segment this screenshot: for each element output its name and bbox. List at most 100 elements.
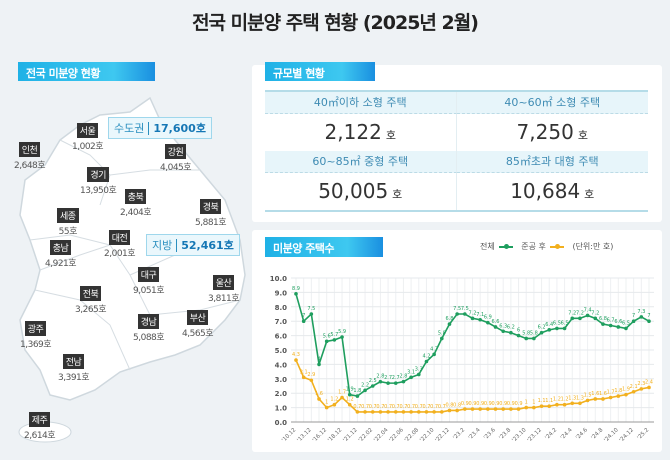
data-point — [501, 329, 505, 334]
data-label: 1 — [525, 400, 528, 406]
data-label: 1.6 — [591, 391, 599, 397]
region-name: 경북 — [199, 199, 222, 214]
size-label: 60~85㎡ 중형 주택 — [265, 151, 457, 173]
x-tick-label: '22.10 — [419, 427, 436, 444]
region-label: 전남 3,391호 — [58, 354, 90, 383]
data-label: 0.9 — [515, 401, 523, 407]
data-point — [585, 313, 590, 318]
data-label: 5.7 — [330, 332, 338, 338]
data-label: 0.7 — [392, 404, 400, 410]
data-point — [616, 325, 621, 329]
data-point — [509, 407, 513, 411]
data-point — [309, 378, 314, 383]
data-point — [532, 336, 536, 341]
data-point — [363, 410, 367, 414]
data-point — [416, 410, 421, 414]
data-point — [570, 316, 575, 321]
size-label: 40~60㎡ 소형 주택 — [456, 92, 648, 114]
data-point — [547, 404, 552, 408]
data-point — [616, 394, 621, 398]
data-label: 2.8 — [376, 374, 384, 380]
y-tick-label: 6.0 — [275, 333, 288, 341]
data-point — [493, 407, 498, 411]
region-value: 55호 — [58, 227, 78, 237]
data-label: 0.7 — [430, 404, 438, 410]
data-label: 0.7 — [407, 404, 415, 410]
data-label: 6.7 — [607, 318, 615, 324]
data-label: 2.3 — [637, 381, 645, 387]
data-label: 4.3 — [292, 352, 300, 358]
data-label: 1.6 — [599, 391, 607, 397]
x-tick-label: '22.12 — [434, 427, 450, 443]
x-tick-label: '24.4 — [560, 427, 574, 441]
x-tick-label: '25.2 — [636, 427, 650, 441]
x-tick-label: '23.4 — [468, 427, 482, 441]
provinces-callout: 지방 52,461호 — [146, 234, 240, 256]
data-point — [332, 338, 337, 342]
data-label: 6.2 — [507, 325, 515, 331]
data-label: 7.2 — [469, 310, 477, 316]
data-point — [386, 410, 390, 414]
region-label: 제주 2,614호 — [24, 412, 56, 441]
legend-completed-marker — [549, 243, 564, 249]
size-table: 40㎡이하 소형 주택 40~60㎡ 소형 주택 2,122 호 7,250 호 6… — [265, 90, 648, 212]
data-label: 0.7 — [369, 404, 377, 410]
y-tick-label: 1.0 — [275, 405, 288, 413]
data-point — [555, 326, 559, 331]
data-label: 6.5 — [561, 320, 569, 326]
y-tick-label: 10.0 — [270, 275, 287, 283]
data-point — [294, 292, 298, 296]
data-label: 8.9 — [292, 286, 300, 292]
x-tick-label: '24.10 — [603, 427, 620, 444]
region-name: 경남 — [137, 314, 160, 329]
data-label: 7 — [302, 313, 305, 319]
data-point — [547, 328, 552, 332]
data-point — [493, 325, 498, 329]
data-label: 7.2 — [568, 310, 576, 316]
data-label: 6.3 — [499, 323, 507, 329]
data-label: 7.5 — [307, 306, 315, 312]
region-label: 세종 55호 — [57, 208, 79, 237]
data-label: 6.9 — [484, 315, 492, 321]
x-tick-label: '22.06 — [388, 427, 405, 444]
data-point — [440, 336, 444, 341]
region-value: 5,088호 — [133, 333, 165, 343]
data-label: 5.8 — [522, 330, 530, 336]
map-section-tab: 전국 미분양 현황 — [18, 62, 155, 81]
data-point — [624, 326, 628, 331]
data-point — [409, 375, 413, 380]
data-label: 7.1 — [476, 312, 484, 318]
data-label: 7.2 — [576, 310, 584, 316]
region-label: 전북 3,265호 — [75, 286, 107, 315]
data-label: 1.8 — [353, 388, 361, 394]
data-point — [455, 408, 459, 413]
x-tick-label: '23.6 — [483, 427, 497, 441]
size-section-tab: 규모별 현황 — [265, 62, 375, 81]
data-point — [432, 410, 436, 414]
data-point — [301, 319, 306, 324]
chart-section-tab: 미분양 주택수 — [265, 237, 383, 257]
data-point — [416, 372, 421, 377]
x-tick-label: '22.08 — [404, 427, 421, 444]
x-tick-label: '23.2 — [452, 427, 466, 441]
data-point — [486, 320, 490, 325]
data-point — [593, 316, 598, 321]
data-point — [486, 407, 490, 411]
data-point — [608, 323, 613, 328]
region-label: 광주 1,369호 — [20, 321, 52, 350]
data-label: 2.7 — [384, 375, 392, 381]
y-tick-label: 8.0 — [275, 304, 288, 312]
data-point — [447, 408, 452, 413]
data-label: 1.7 — [338, 390, 346, 396]
data-label: 6.8 — [446, 316, 454, 322]
data-label: 0.7 — [384, 404, 392, 410]
data-point — [370, 410, 375, 414]
y-tick-label: 2.0 — [275, 390, 288, 398]
data-label: 2.5 — [369, 378, 377, 384]
region-value: 3,811호 — [208, 294, 240, 304]
data-point — [363, 388, 367, 393]
data-label: 1.1 — [538, 398, 546, 404]
x-tick-label: '24.12 — [619, 427, 635, 443]
data-point — [639, 387, 644, 391]
data-label: 3.1 — [300, 369, 308, 375]
